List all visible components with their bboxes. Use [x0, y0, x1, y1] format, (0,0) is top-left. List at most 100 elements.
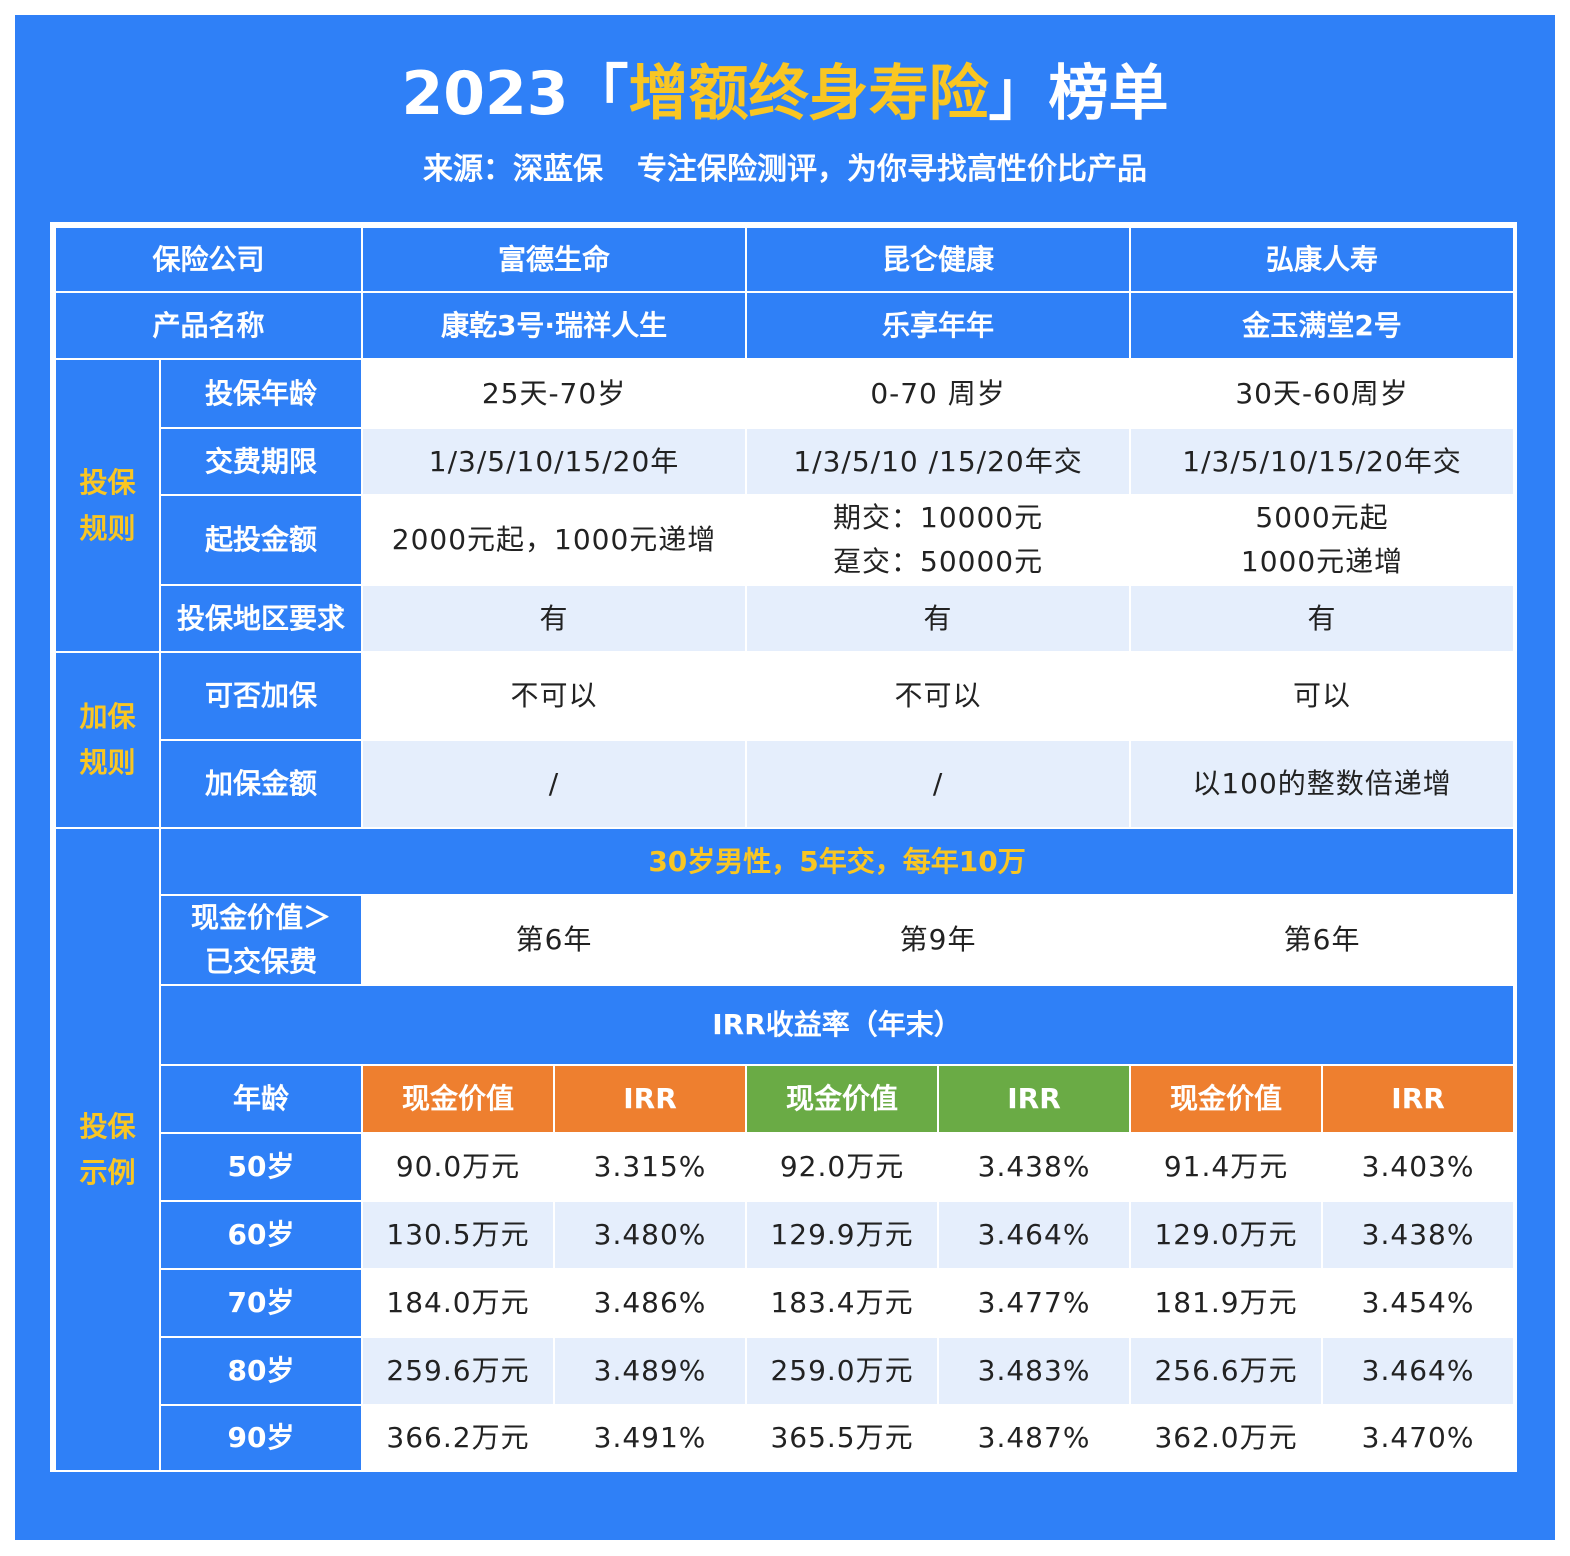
- table-cell: 3.403%: [1321, 1132, 1516, 1202]
- table-cell: 130.5万元: [361, 1200, 556, 1270]
- table-cell: 259.0万元: [745, 1336, 940, 1406]
- row-label: 年龄: [158, 1064, 364, 1134]
- row-label: 60岁: [158, 1200, 364, 1270]
- table-cell: 有: [361, 584, 748, 653]
- table-cell: 365.5万元: [745, 1404, 940, 1472]
- table-cell: 30天-60周岁: [1129, 358, 1516, 429]
- cell-line: 2000元起，1000元递增: [391, 523, 717, 556]
- table-cell: 184.0万元: [361, 1268, 556, 1338]
- table-cell: 1/3/5/10 /15/20年交: [745, 427, 1132, 496]
- title-suffix: 」榜单: [988, 59, 1169, 129]
- group-label: 投保规则: [54, 358, 161, 653]
- row-header: 产品名称: [53, 291, 364, 360]
- subtitle: 来源：深蓝保 专注保险测评，为你寻找高性价比产品: [0, 150, 1570, 190]
- group-label: 投保示例: [54, 827, 161, 1472]
- table-cell: 3.491%: [553, 1404, 748, 1472]
- table-cell: 91.4万元: [1129, 1132, 1324, 1202]
- table-cell: 3.438%: [1321, 1200, 1516, 1270]
- table-row: 80岁 259.6万元 3.489% 259.0万元 3.483% 256.6万元 3.46…: [55, 1336, 1516, 1406]
- column-header: 现金价值: [361, 1064, 556, 1134]
- table-cell: /: [745, 739, 1132, 829]
- tagline: 专注保险测评，为你寻找高性价比产品: [637, 152, 1147, 187]
- row-label: 投保地区要求: [158, 584, 364, 653]
- column-header: 现金价值: [1129, 1064, 1324, 1134]
- table-row: IRR收益率（年末）: [55, 984, 1516, 1066]
- table-cell: 256.6万元: [1129, 1336, 1324, 1406]
- table-cell: 有: [1129, 584, 1516, 653]
- table-cell: 3.438%: [937, 1132, 1132, 1202]
- table-cell: 259.6万元: [361, 1336, 556, 1406]
- table-cell: 362.0万元: [1129, 1404, 1324, 1472]
- row-label: 交费期限: [158, 427, 364, 496]
- table-cell: 3.487%: [937, 1404, 1132, 1472]
- row-label: 现金价值＞ 已交保费: [158, 894, 364, 986]
- table-cell: 3.477%: [937, 1268, 1132, 1338]
- table-row: 60岁 130.5万元 3.480% 129.9万元 3.464% 129.0万元 3.43…: [55, 1200, 1516, 1270]
- table-cell: 第9年: [745, 894, 1132, 986]
- table-cell: 以100的整数倍递增: [1129, 739, 1516, 829]
- row-label: 可否加保: [158, 651, 364, 741]
- table-row: 交费期限 1/3/5/10/15/20年 1/3/5/10 /15/20年交 1/3/…: [55, 427, 1516, 496]
- column-header: 现金价值: [745, 1064, 940, 1134]
- column-header: IRR: [937, 1064, 1132, 1134]
- table-row: 年龄 现金价值 IRR 现金价值 IRR 现金价值 IRR: [55, 1064, 1516, 1134]
- cell-line: 现金价值＞: [191, 901, 332, 934]
- table-cell: 0-70 周岁: [745, 358, 1132, 429]
- table-cell: 期交：10000元 趸交：50000元: [745, 494, 1132, 586]
- table-cell: 3.315%: [553, 1132, 748, 1202]
- table-cell: /: [361, 739, 748, 829]
- table-cell: 3.470%: [1321, 1404, 1516, 1472]
- column-header: 弘康人寿: [1129, 226, 1516, 293]
- table-row: 现金价值＞ 已交保费 第6年 第9年 第6年: [55, 894, 1516, 986]
- table-cell: 25天-70岁: [361, 358, 748, 429]
- row-label: 加保金额: [158, 739, 364, 829]
- column-header: 昆仑健康: [745, 226, 1132, 293]
- group-label: 加保规则: [54, 651, 161, 829]
- table-cell: 3.464%: [937, 1200, 1132, 1270]
- cell-line: 期交：10000元: [833, 501, 1044, 534]
- table-cell: 183.4万元: [745, 1268, 940, 1338]
- table-row: 起投金额 2000元起，1000元递增 期交：10000元 趸交：50000元 5000…: [55, 494, 1516, 586]
- table-cell: 181.9万元: [1129, 1268, 1324, 1338]
- table-cell: 2000元起，1000元递增: [361, 494, 748, 586]
- scenario-banner: 30岁男性，5年交，每年10万: [158, 827, 1516, 896]
- table-row: 投保示例 30岁男性，5年交，每年10万: [54, 827, 1516, 1472]
- table-cell: 3.483%: [937, 1336, 1132, 1406]
- table-cell: 3.489%: [553, 1336, 748, 1406]
- table-cell: 不可以: [361, 651, 748, 741]
- cell-line: 已交保费: [205, 945, 318, 978]
- column-header: 乐享年年: [745, 291, 1132, 360]
- title: 2023「增额终身寿险」榜单: [0, 58, 1570, 130]
- cell-line: 5000元起: [1255, 501, 1389, 534]
- table-row: 加保金额 / / 以100的整数倍递增: [55, 739, 1516, 829]
- table-row: 保险公司 富德生命 昆仑健康 弘康人寿: [53, 226, 1516, 293]
- table-row: 50岁 90.0万元 3.315% 92.0万元 3.438% 91.4万元 3.403%: [55, 1132, 1516, 1202]
- table-cell: 有: [745, 584, 1132, 653]
- table-cell: 第6年: [1129, 894, 1516, 986]
- table-cell: 可以: [1129, 651, 1516, 741]
- table-cell: 3.486%: [553, 1268, 748, 1338]
- table-row: 投保地区要求有有有: [55, 584, 1516, 653]
- irr-banner: IRR收益率（年末）: [158, 984, 1516, 1066]
- table-row: 产品名称 康乾3号·瑞祥人生 乐享年年 金玉满堂2号: [53, 291, 1516, 360]
- table-cell: 366.2万元: [361, 1404, 556, 1472]
- table-row: 加保规则 可否加保 不可以 不可以 可以: [54, 651, 1516, 829]
- title-highlight: 增额终身寿险: [628, 59, 989, 129]
- source: 来源：深蓝保: [423, 152, 603, 187]
- row-label: 50岁: [158, 1132, 364, 1202]
- cell-line: 1000元递增: [1240, 545, 1404, 578]
- table-cell: 3.464%: [1321, 1336, 1516, 1406]
- row-label: 起投金额: [158, 494, 364, 586]
- row-label: 70岁: [158, 1268, 364, 1338]
- table-row: 投保规则 投保年龄 25天-70岁 0-70 周岁 30天-60周岁: [54, 358, 1516, 653]
- table-cell: 92.0万元: [745, 1132, 940, 1202]
- table-row: 70岁 184.0万元 3.486% 183.4万元 3.477% 181.9万元 3.45…: [55, 1268, 1516, 1338]
- column-header: 康乾3号·瑞祥人生: [361, 291, 748, 360]
- table-row: 90岁 366.2万元 3.491% 365.5万元 3.487% 362.0万元 3.47…: [55, 1404, 1516, 1472]
- table-cell: 3.454%: [1321, 1268, 1516, 1338]
- row-header: 保险公司: [53, 226, 364, 293]
- table-cell: 5000元起 1000元递增: [1129, 494, 1516, 586]
- table-cell: 90.0万元: [361, 1132, 556, 1202]
- table-cell: 129.0万元: [1129, 1200, 1324, 1270]
- table-cell: 129.9万元: [745, 1200, 940, 1270]
